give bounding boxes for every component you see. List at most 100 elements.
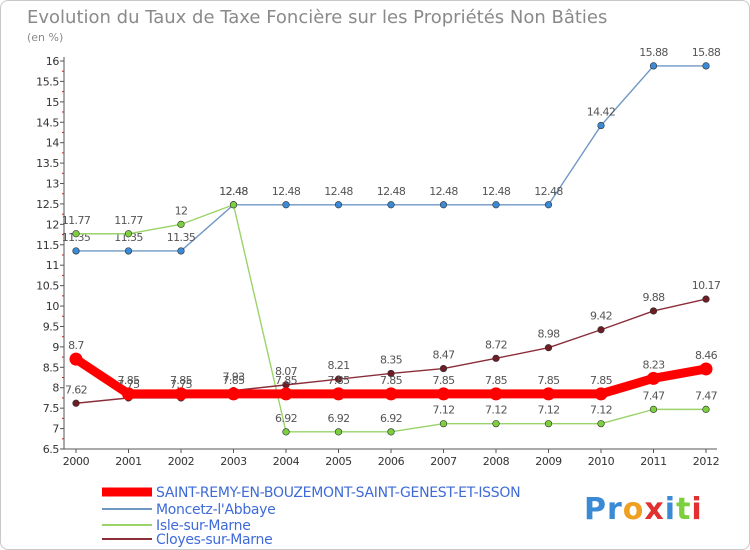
legend-label-1: Moncetz-l'Abbaye [156, 502, 275, 518]
data-label: 8.72 [485, 338, 507, 351]
y-tick-label: 12.5 [36, 198, 59, 211]
logo-letter: x [644, 492, 664, 527]
data-point [597, 420, 605, 428]
y-tick-label: 8 [52, 382, 59, 395]
data-point [702, 295, 710, 303]
data-point [702, 405, 710, 413]
x-tick-label: 2006 [378, 455, 405, 468]
legend-label-0: SAINT-REMY-EN-BOUZEMONT-SAINT-GENEST-ET-… [156, 485, 520, 501]
data-point [544, 344, 553, 352]
data-label: 12 [175, 204, 188, 217]
data-point [597, 326, 605, 334]
data-label: 8.07 [275, 365, 298, 378]
y-tick-label: 11 [46, 259, 59, 272]
data-label: 12.48 [429, 185, 458, 198]
y-tick-label: 11.5 [36, 239, 59, 252]
data-point [334, 375, 343, 383]
logo-letter: r [607, 492, 623, 527]
data-point [492, 201, 500, 209]
data-label: 10.17 [692, 279, 721, 292]
data-point [282, 428, 290, 436]
data-point [177, 247, 185, 255]
data-label: 7.85 [117, 374, 140, 387]
y-tick-label: 7.5 [43, 402, 60, 415]
data-point [647, 371, 660, 385]
data-point [387, 428, 395, 436]
data-label: 7.12 [590, 404, 612, 417]
y-tick-label: 14 [46, 137, 60, 150]
legend-label-2: Isle-sur-Marne [156, 518, 251, 534]
data-point [282, 201, 290, 209]
y-tick-label: 15.5 [36, 75, 59, 88]
data-label: 15.88 [692, 46, 721, 59]
data-point [437, 387, 450, 401]
data-label: 7.12 [537, 404, 559, 417]
data-label: 7.85 [222, 374, 245, 387]
data-point [702, 62, 710, 70]
data-label: 7.93 [222, 371, 245, 384]
data-label: 12.48 [324, 185, 353, 198]
data-label: 8.47 [432, 349, 455, 362]
y-tick-label: 10 [46, 300, 60, 313]
data-label: 7.85 [380, 374, 403, 387]
data-point [649, 405, 658, 413]
data-label: 12.48 [534, 185, 563, 198]
data-point [699, 362, 713, 376]
data-point [439, 201, 448, 209]
data-point [229, 201, 238, 209]
y-tick-label: 10.5 [36, 280, 59, 293]
logo-letter: t [676, 492, 691, 527]
data-point [72, 230, 80, 238]
data-label: 7.85 [327, 374, 350, 387]
data-point [597, 121, 605, 130]
data-label: 12.48 [482, 185, 511, 198]
data-label: 7.75 [170, 378, 193, 391]
data-label: 15.88 [639, 46, 668, 59]
data-label: 8.46 [695, 349, 718, 362]
logo-letter: i [691, 492, 702, 527]
data-point [334, 428, 343, 436]
y-tick-label: 14.5 [36, 116, 59, 129]
y-tick-label: 15 [46, 96, 60, 109]
data-point [174, 387, 188, 401]
series-0: 8.77.85 7.85 7.85 7.85 7.85 7.85 7.85 7.85 7.85 7… [68, 339, 718, 401]
data-point [124, 247, 133, 255]
y-tick-label: 7 [52, 423, 59, 436]
data-point [439, 420, 448, 428]
data-point [69, 352, 83, 366]
data-point [124, 230, 133, 238]
series-3: 7.62 7.75 7.757.93 8.07 8.21 8.35 8.478.728.98… [65, 279, 721, 407]
y-tick-label: 12 [46, 218, 59, 231]
data-point [227, 387, 240, 401]
data-label: 7.85 [275, 374, 298, 387]
data-point [384, 387, 398, 401]
y-unit-label: (en %) [27, 31, 63, 44]
data-label: 8.98 [537, 328, 560, 341]
data-point [492, 420, 500, 428]
chart-title: Evolution du Taux de Taxe Foncière sur l… [27, 7, 607, 28]
y-tick-label: 8.5 [43, 361, 60, 374]
x-tick-label: 2005 [325, 455, 352, 468]
data-label: 7.85 [590, 374, 613, 387]
data-label: 12.48 [219, 185, 248, 198]
y-tick-label: 16 [46, 55, 60, 68]
data-point [387, 369, 395, 378]
data-label: 6.92 [380, 412, 402, 425]
data-label: 14.42 [587, 106, 616, 119]
logo-letter: o [623, 492, 645, 527]
x-tick-label: 2003 [220, 455, 247, 468]
y-tick-label: 13.5 [36, 157, 59, 170]
y-tick-label: 6.5 [43, 443, 60, 456]
data-point [279, 387, 293, 401]
axes: 6.5 7 7.5 8 8.5 9 9.5 10 10.5 11 11.5 12 12.5 13 13.5 1… [36, 55, 720, 468]
data-label: 12.48 [377, 185, 406, 198]
data-label: 8.21 [327, 359, 349, 372]
x-tick-label: 2012 [693, 455, 719, 468]
y-tick-label: 9 [52, 341, 59, 354]
data-label: 7.85 [432, 374, 455, 387]
data-label: 7.12 [432, 404, 454, 417]
data-point [177, 220, 185, 228]
data-point [334, 201, 343, 209]
